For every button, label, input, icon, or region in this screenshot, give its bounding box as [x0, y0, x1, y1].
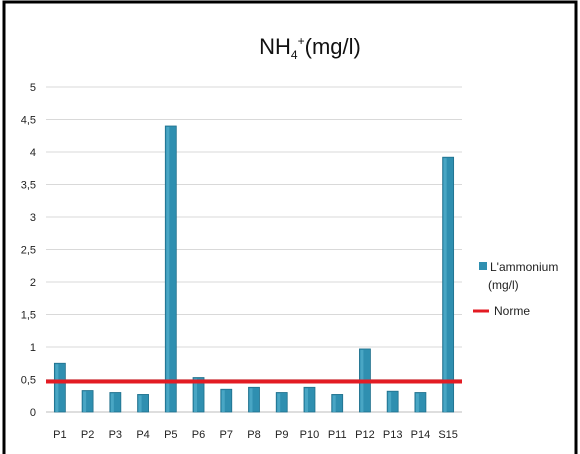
- bar-highlight: [194, 378, 198, 412]
- x-tick-label: P11: [328, 429, 347, 441]
- x-tick-label: P8: [247, 429, 260, 441]
- y-tick-label: 2,5: [21, 245, 36, 257]
- x-tick-label: S15: [438, 429, 458, 441]
- y-tick-label: 2: [30, 277, 36, 289]
- bar-highlight: [83, 391, 87, 412]
- legend-norme-label: Norme: [494, 304, 530, 318]
- x-tick-label: P7: [220, 429, 233, 441]
- y-tick-label: 4,5: [21, 115, 36, 127]
- x-tick-label: P2: [81, 429, 94, 441]
- x-tick-label: P5: [164, 429, 177, 441]
- bar: [248, 386, 260, 413]
- bar: [414, 392, 427, 413]
- y-tick-label: 3: [30, 212, 36, 224]
- title-main: NH: [259, 34, 291, 59]
- bar-highlight: [166, 127, 170, 412]
- bar: [386, 390, 399, 413]
- bar-highlight: [55, 364, 59, 412]
- x-tick-label: P1: [53, 429, 66, 441]
- title-subscript: 4: [291, 48, 298, 62]
- x-tick-label: P13: [383, 429, 403, 441]
- legend-bar-label-1: L'ammonium: [490, 260, 558, 274]
- y-tick-label: 4: [30, 147, 36, 159]
- bar: [53, 362, 66, 413]
- y-tick-label: 5: [30, 82, 36, 94]
- title-superscript: +: [298, 34, 305, 48]
- x-tick-label: P3: [109, 429, 122, 441]
- bar: [220, 388, 233, 413]
- title-unit: (mg/l): [305, 34, 361, 59]
- y-tick-label: 0,5: [21, 375, 36, 387]
- bar-highlight: [221, 390, 225, 412]
- x-axis-labels: P1 P2 P3 P4 P5 P6 P7 P8 P9 P10 P11 P12 P13 P14 S15: [53, 429, 458, 441]
- x-tick-label: P10: [300, 429, 320, 441]
- bar: [137, 394, 149, 413]
- bar: [164, 125, 177, 413]
- legend-bar-label-2: (mg/l): [488, 278, 519, 292]
- y-tick-label: 3,5: [21, 180, 36, 192]
- x-tick-label: P4: [136, 429, 149, 441]
- bar: [442, 156, 455, 413]
- bar: [109, 392, 122, 413]
- bar-highlight: [249, 388, 253, 412]
- bar-highlight: [277, 393, 281, 412]
- bar-highlight: [110, 393, 114, 412]
- x-tick-label: P6: [192, 429, 205, 441]
- bar-highlight: [304, 388, 308, 412]
- bar-highlight: [415, 393, 419, 412]
- legend-bar-swatch: [479, 262, 487, 270]
- bar: [303, 386, 316, 413]
- bar: [192, 377, 205, 413]
- bar-highlight: [332, 395, 336, 412]
- x-tick-label: P14: [411, 429, 431, 441]
- y-axis: 0 0,5 1 1,5 2 2,5 3 3,5 4 4,5 5: [21, 82, 36, 419]
- bar-highlight: [388, 392, 392, 412]
- bar: [81, 390, 94, 413]
- x-tick-label: P12: [355, 429, 375, 441]
- legend: L'ammonium (mg/l) Norme: [473, 260, 558, 318]
- bar-highlight: [138, 395, 142, 412]
- y-tick-label: 1,5: [21, 310, 36, 322]
- y-tick-label: 0: [30, 407, 36, 419]
- bar: [275, 392, 288, 413]
- x-tick-label: P9: [275, 429, 288, 441]
- chart-title: NH4+(mg/l): [259, 34, 361, 62]
- y-tick-label: 1: [30, 342, 36, 354]
- bar: [331, 394, 344, 413]
- bar-highlight: [443, 158, 447, 412]
